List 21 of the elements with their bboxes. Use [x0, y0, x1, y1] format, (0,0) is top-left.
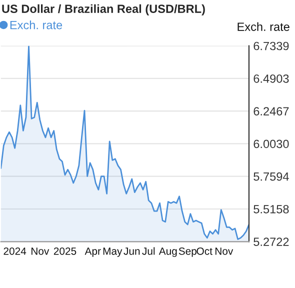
x-tick-label: 2025	[54, 247, 76, 255]
x-tick-label: May	[103, 248, 122, 257]
y-tick-label: 6.2467	[254, 107, 289, 116]
y-tick-label: 6.4903	[254, 74, 289, 83]
x-tick-label: Apr	[84, 248, 101, 257]
y-axis-title: Exch. rate	[238, 22, 290, 31]
chart-title: US Dollar / Brazilian Real (USD/BRL)	[2, 4, 205, 16]
x-tick-label: Aug	[158, 248, 177, 257]
y-tick-label: 6.0030	[254, 140, 289, 148]
x-tick-label: Oct	[196, 247, 212, 255]
x-tick-label: 2024	[4, 247, 26, 255]
x-tick-label: Jun	[124, 248, 140, 255]
x-tick-label: Nov	[215, 248, 234, 255]
y-tick-label: 5.2722	[254, 238, 289, 246]
x-tick-label: Jul	[142, 247, 155, 255]
legend-label: Exch. rate	[10, 20, 62, 30]
y-tick-label: 5.7594	[254, 172, 289, 181]
y-tick-label: 6.7339	[254, 42, 289, 50]
x-tick-label: Nov	[32, 248, 50, 255]
x-tick-label: Sep	[178, 247, 196, 257]
y-tick-label: 5.5158	[254, 205, 289, 214]
